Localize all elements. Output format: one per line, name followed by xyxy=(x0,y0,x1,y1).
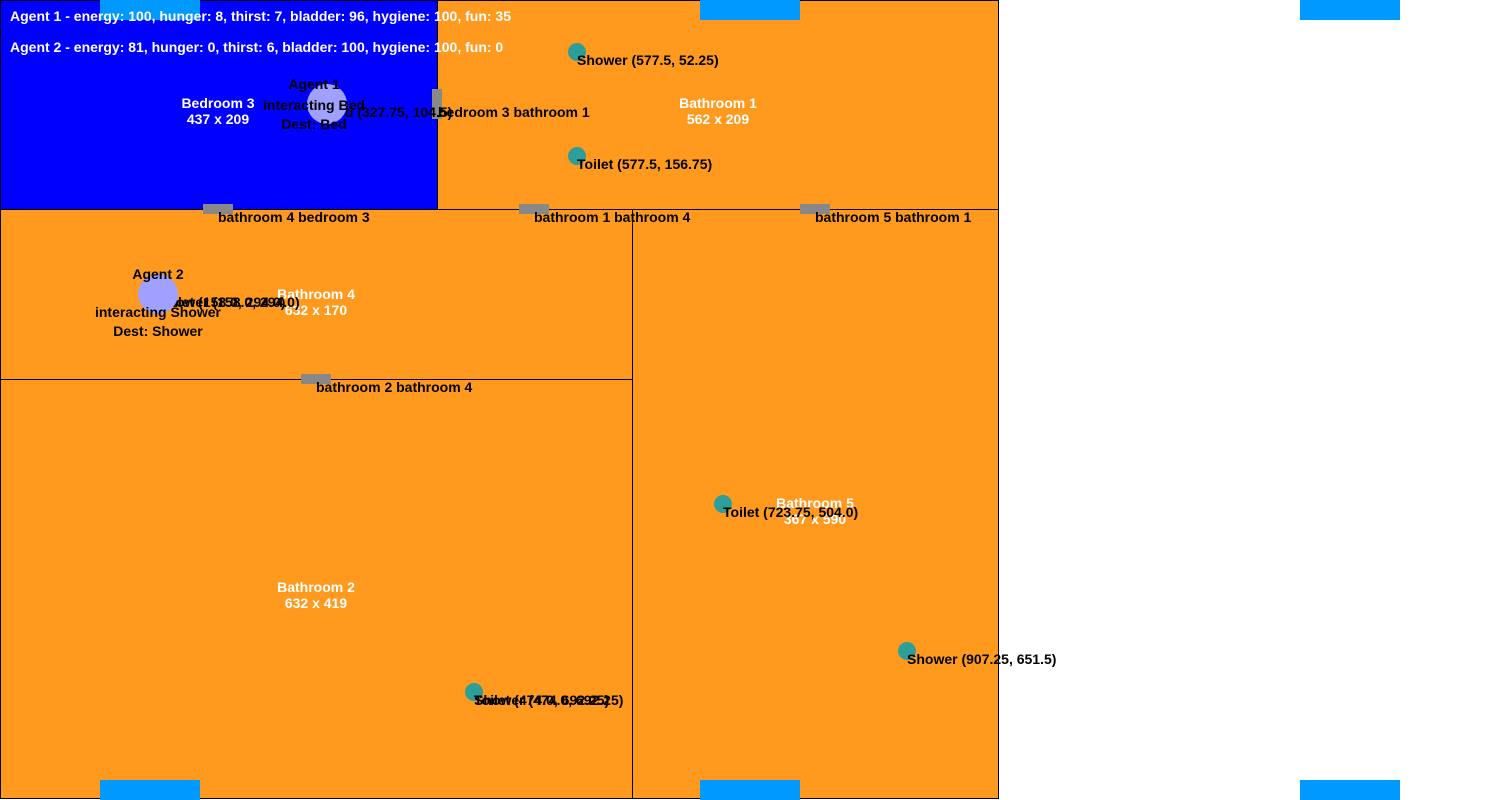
room-name: Bathroom 1 xyxy=(679,95,757,111)
room-label-bathroom-2: Bathroom 2 632 x 419 xyxy=(277,579,355,611)
window xyxy=(700,780,800,800)
room-name: Bathroom 4 xyxy=(277,286,355,302)
agent-name: Agent 1 xyxy=(288,76,340,92)
object-label: Shower (907.25, 651.5) xyxy=(907,651,1057,667)
room-bathroom-5 xyxy=(632,209,999,799)
object-label: Shower (474.0, 692.25) xyxy=(474,692,624,708)
room-size: 632 x 170 xyxy=(284,302,348,318)
agent-2-marker[interactable] xyxy=(138,274,178,314)
room-name: Bedroom 3 xyxy=(181,95,255,111)
room-bathroom-1 xyxy=(437,0,999,210)
agent-action: interacting Bed xyxy=(263,97,365,113)
room-label-bathroom-1: Bathroom 1 562 x 209 xyxy=(679,95,757,127)
object-label: Toilet (577.5, 156.75) xyxy=(577,156,713,172)
window xyxy=(100,780,200,800)
door-label: bathroom 1 bathroom 4 xyxy=(534,209,691,225)
room-size: 367 x 590 xyxy=(783,511,847,527)
window xyxy=(1300,0,1400,20)
agent-destination: Dest: Shower xyxy=(113,323,203,339)
agent-name: Agent 2 xyxy=(132,266,184,282)
shower-object[interactable] xyxy=(568,43,586,61)
object-label: Shower (158.0, 294.0) xyxy=(158,294,300,310)
room-size: 562 x 209 xyxy=(686,111,750,127)
door-label: bathroom 2 bathroom 4 xyxy=(316,379,473,395)
toilet-object[interactable] xyxy=(465,683,483,701)
agent-1-marker[interactable] xyxy=(307,84,347,124)
object-label: Toilet (723.75, 504.0) xyxy=(723,504,859,520)
door-bathroom1-bathroom4[interactable] xyxy=(519,204,549,214)
window xyxy=(1300,780,1400,800)
room-name: Bathroom 5 xyxy=(776,495,854,511)
agent-destination: Dest: Bed xyxy=(281,116,347,132)
door-bathroom5-bathroom1[interactable] xyxy=(800,204,830,214)
door-label: bathroom 4 bedroom 3 xyxy=(218,209,370,225)
room-label-bathroom-4: Bathroom 4 632 x 170 xyxy=(277,286,355,318)
door-bathroom2-bathroom4[interactable] xyxy=(301,374,331,384)
door-bathroom4-bedroom3[interactable] xyxy=(203,204,233,214)
door-label: bedroom 3 bathroom 1 xyxy=(438,104,590,120)
door-label: bathroom 5 bathroom 1 xyxy=(815,209,972,225)
toilet-object[interactable] xyxy=(568,147,586,165)
room-label-bedroom-3: Bedroom 3 437 x 209 xyxy=(181,95,254,127)
object-label: Toilet (158.0, 294.0) xyxy=(158,294,286,310)
object-label: Toilet (474.0, 692.25) xyxy=(474,692,610,708)
room-bedroom-3 xyxy=(0,0,438,210)
agent-1-info: Agent 1 interacting Bed Dest: Bed xyxy=(263,75,365,134)
room-name: Bathroom 2 xyxy=(277,579,355,595)
agent-action: interacting Shower xyxy=(94,304,222,320)
window xyxy=(700,0,800,20)
room-size: 632 x 419 xyxy=(284,595,348,611)
agent-1-status: Agent 1 - energy: 100, hunger: 8, thirst… xyxy=(10,8,512,24)
room-label-bathroom-5: Bathroom 5 367 x 590 xyxy=(776,495,854,527)
object-label: Bed (327.75, 104.5) xyxy=(327,104,453,120)
agent-2-status: Agent 2 - energy: 81, hunger: 0, thirst:… xyxy=(10,39,504,55)
room-bathroom-2 xyxy=(0,379,633,799)
door-bedroom3-bathroom1[interactable] xyxy=(432,89,442,119)
shower-object[interactable] xyxy=(898,642,916,660)
agent-2-info: Agent 2 interacting Shower Dest: Shower xyxy=(95,265,221,341)
window xyxy=(100,0,200,20)
object-label: Shower (577.5, 52.25) xyxy=(577,52,719,68)
toilet-object[interactable] xyxy=(714,495,732,513)
room-size: 437 x 209 xyxy=(186,111,250,127)
